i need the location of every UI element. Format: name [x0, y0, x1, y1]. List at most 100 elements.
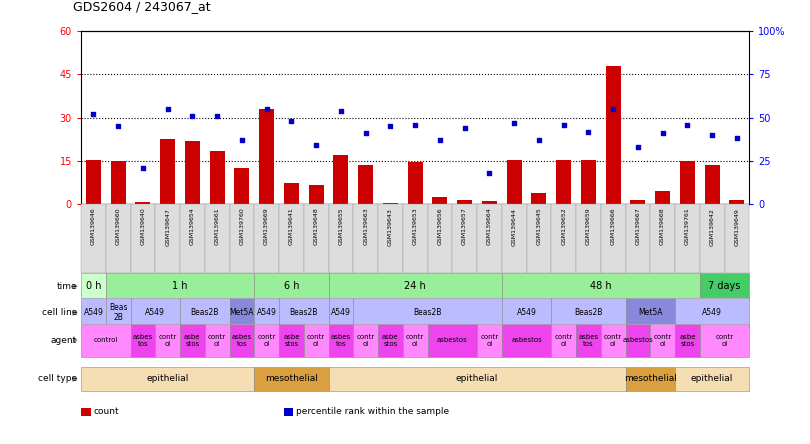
Text: GSM139641: GSM139641	[289, 208, 294, 246]
Bar	[254, 367, 329, 391]
Text: GSM139646: GSM139646	[91, 208, 96, 246]
Text: control: control	[94, 337, 118, 343]
Text: asbes
tos: asbes tos	[330, 334, 351, 347]
Bar	[106, 204, 130, 273]
Text: asbestos: asbestos	[437, 337, 467, 343]
Text: time: time	[57, 282, 77, 291]
Text: GSM139666: GSM139666	[611, 208, 616, 245]
Bar	[254, 324, 279, 357]
Text: contr
ol: contr ol	[159, 334, 177, 347]
Bar	[130, 298, 180, 327]
Point	[161, 106, 174, 113]
Text: GSM139647: GSM139647	[165, 208, 170, 246]
Bar	[130, 204, 156, 273]
Bar	[675, 324, 700, 357]
Text: Beas2B: Beas2B	[190, 308, 219, 317]
Text: GSM139656: GSM139656	[437, 208, 442, 245]
Text: Beas
2B: Beas 2B	[109, 303, 127, 322]
Point	[408, 121, 421, 128]
Point	[557, 121, 570, 128]
Bar	[680, 161, 695, 204]
Text: GSM139663: GSM139663	[363, 208, 368, 246]
Bar	[81, 204, 106, 273]
Point	[582, 128, 595, 135]
Text: A549: A549	[83, 308, 104, 317]
Bar	[477, 324, 501, 357]
Bar	[501, 273, 700, 300]
Text: 1 h: 1 h	[173, 281, 188, 291]
Text: 0 h: 0 h	[86, 281, 101, 291]
Bar	[526, 204, 552, 273]
Bar	[111, 161, 126, 204]
Text: 6 h: 6 h	[284, 281, 299, 291]
Bar	[606, 66, 620, 204]
Bar	[353, 298, 501, 327]
Bar	[407, 163, 423, 204]
Bar	[254, 204, 279, 273]
Bar	[403, 324, 428, 357]
Text: GSM139642: GSM139642	[710, 208, 714, 246]
Bar	[576, 324, 601, 357]
Text: GSM139661: GSM139661	[215, 208, 220, 245]
Bar	[156, 324, 180, 357]
Bar	[452, 204, 477, 273]
Text: 7 days: 7 days	[708, 281, 740, 291]
Point	[532, 137, 545, 144]
Bar	[160, 139, 175, 204]
Bar	[81, 273, 106, 300]
Text: asbe
stos: asbe stos	[284, 334, 300, 347]
Point	[136, 164, 149, 171]
Bar	[625, 324, 650, 357]
Bar	[81, 367, 254, 391]
Bar	[477, 204, 501, 273]
Bar	[279, 324, 304, 357]
Bar	[556, 159, 571, 204]
Bar	[531, 193, 546, 204]
Text: 48 h: 48 h	[590, 281, 612, 291]
Point	[285, 118, 298, 125]
Bar	[552, 298, 625, 327]
Bar	[185, 141, 200, 204]
Point	[607, 106, 620, 113]
Bar	[675, 367, 749, 391]
Point	[433, 137, 446, 144]
Point	[260, 106, 273, 113]
Text: contr
ol: contr ol	[555, 334, 573, 347]
Text: GSM139643: GSM139643	[388, 208, 393, 246]
Bar	[329, 367, 625, 391]
Point	[508, 119, 521, 127]
Bar	[428, 204, 452, 273]
Text: mesothelial: mesothelial	[624, 374, 676, 384]
Point	[185, 112, 199, 119]
Bar	[576, 204, 601, 273]
Bar	[675, 298, 749, 327]
Text: contr
ol: contr ol	[654, 334, 671, 347]
Text: count: count	[93, 407, 119, 416]
Bar	[304, 324, 329, 357]
Text: Beas2B: Beas2B	[574, 308, 603, 317]
Text: Met5A: Met5A	[638, 308, 663, 317]
Bar	[630, 200, 646, 204]
Point	[87, 111, 100, 118]
Text: A549: A549	[517, 308, 536, 317]
Bar	[353, 324, 378, 357]
Text: asbestos: asbestos	[623, 337, 653, 343]
Text: GSM139761: GSM139761	[685, 208, 690, 246]
Bar	[205, 324, 229, 357]
Text: asbestos: asbestos	[511, 337, 542, 343]
Text: contr
ol: contr ol	[258, 334, 275, 347]
Text: contr
ol: contr ol	[406, 334, 424, 347]
Text: GSM139644: GSM139644	[512, 208, 517, 246]
Text: GSM139659: GSM139659	[586, 208, 590, 246]
Bar	[234, 168, 249, 204]
Bar	[625, 204, 650, 273]
Bar	[329, 324, 353, 357]
Text: GSM139760: GSM139760	[240, 208, 245, 246]
Bar	[501, 298, 552, 327]
Text: A549: A549	[702, 308, 722, 317]
Bar	[180, 204, 205, 273]
Bar	[482, 201, 497, 204]
Bar	[353, 204, 378, 273]
Bar	[507, 159, 522, 204]
Bar	[86, 159, 100, 204]
